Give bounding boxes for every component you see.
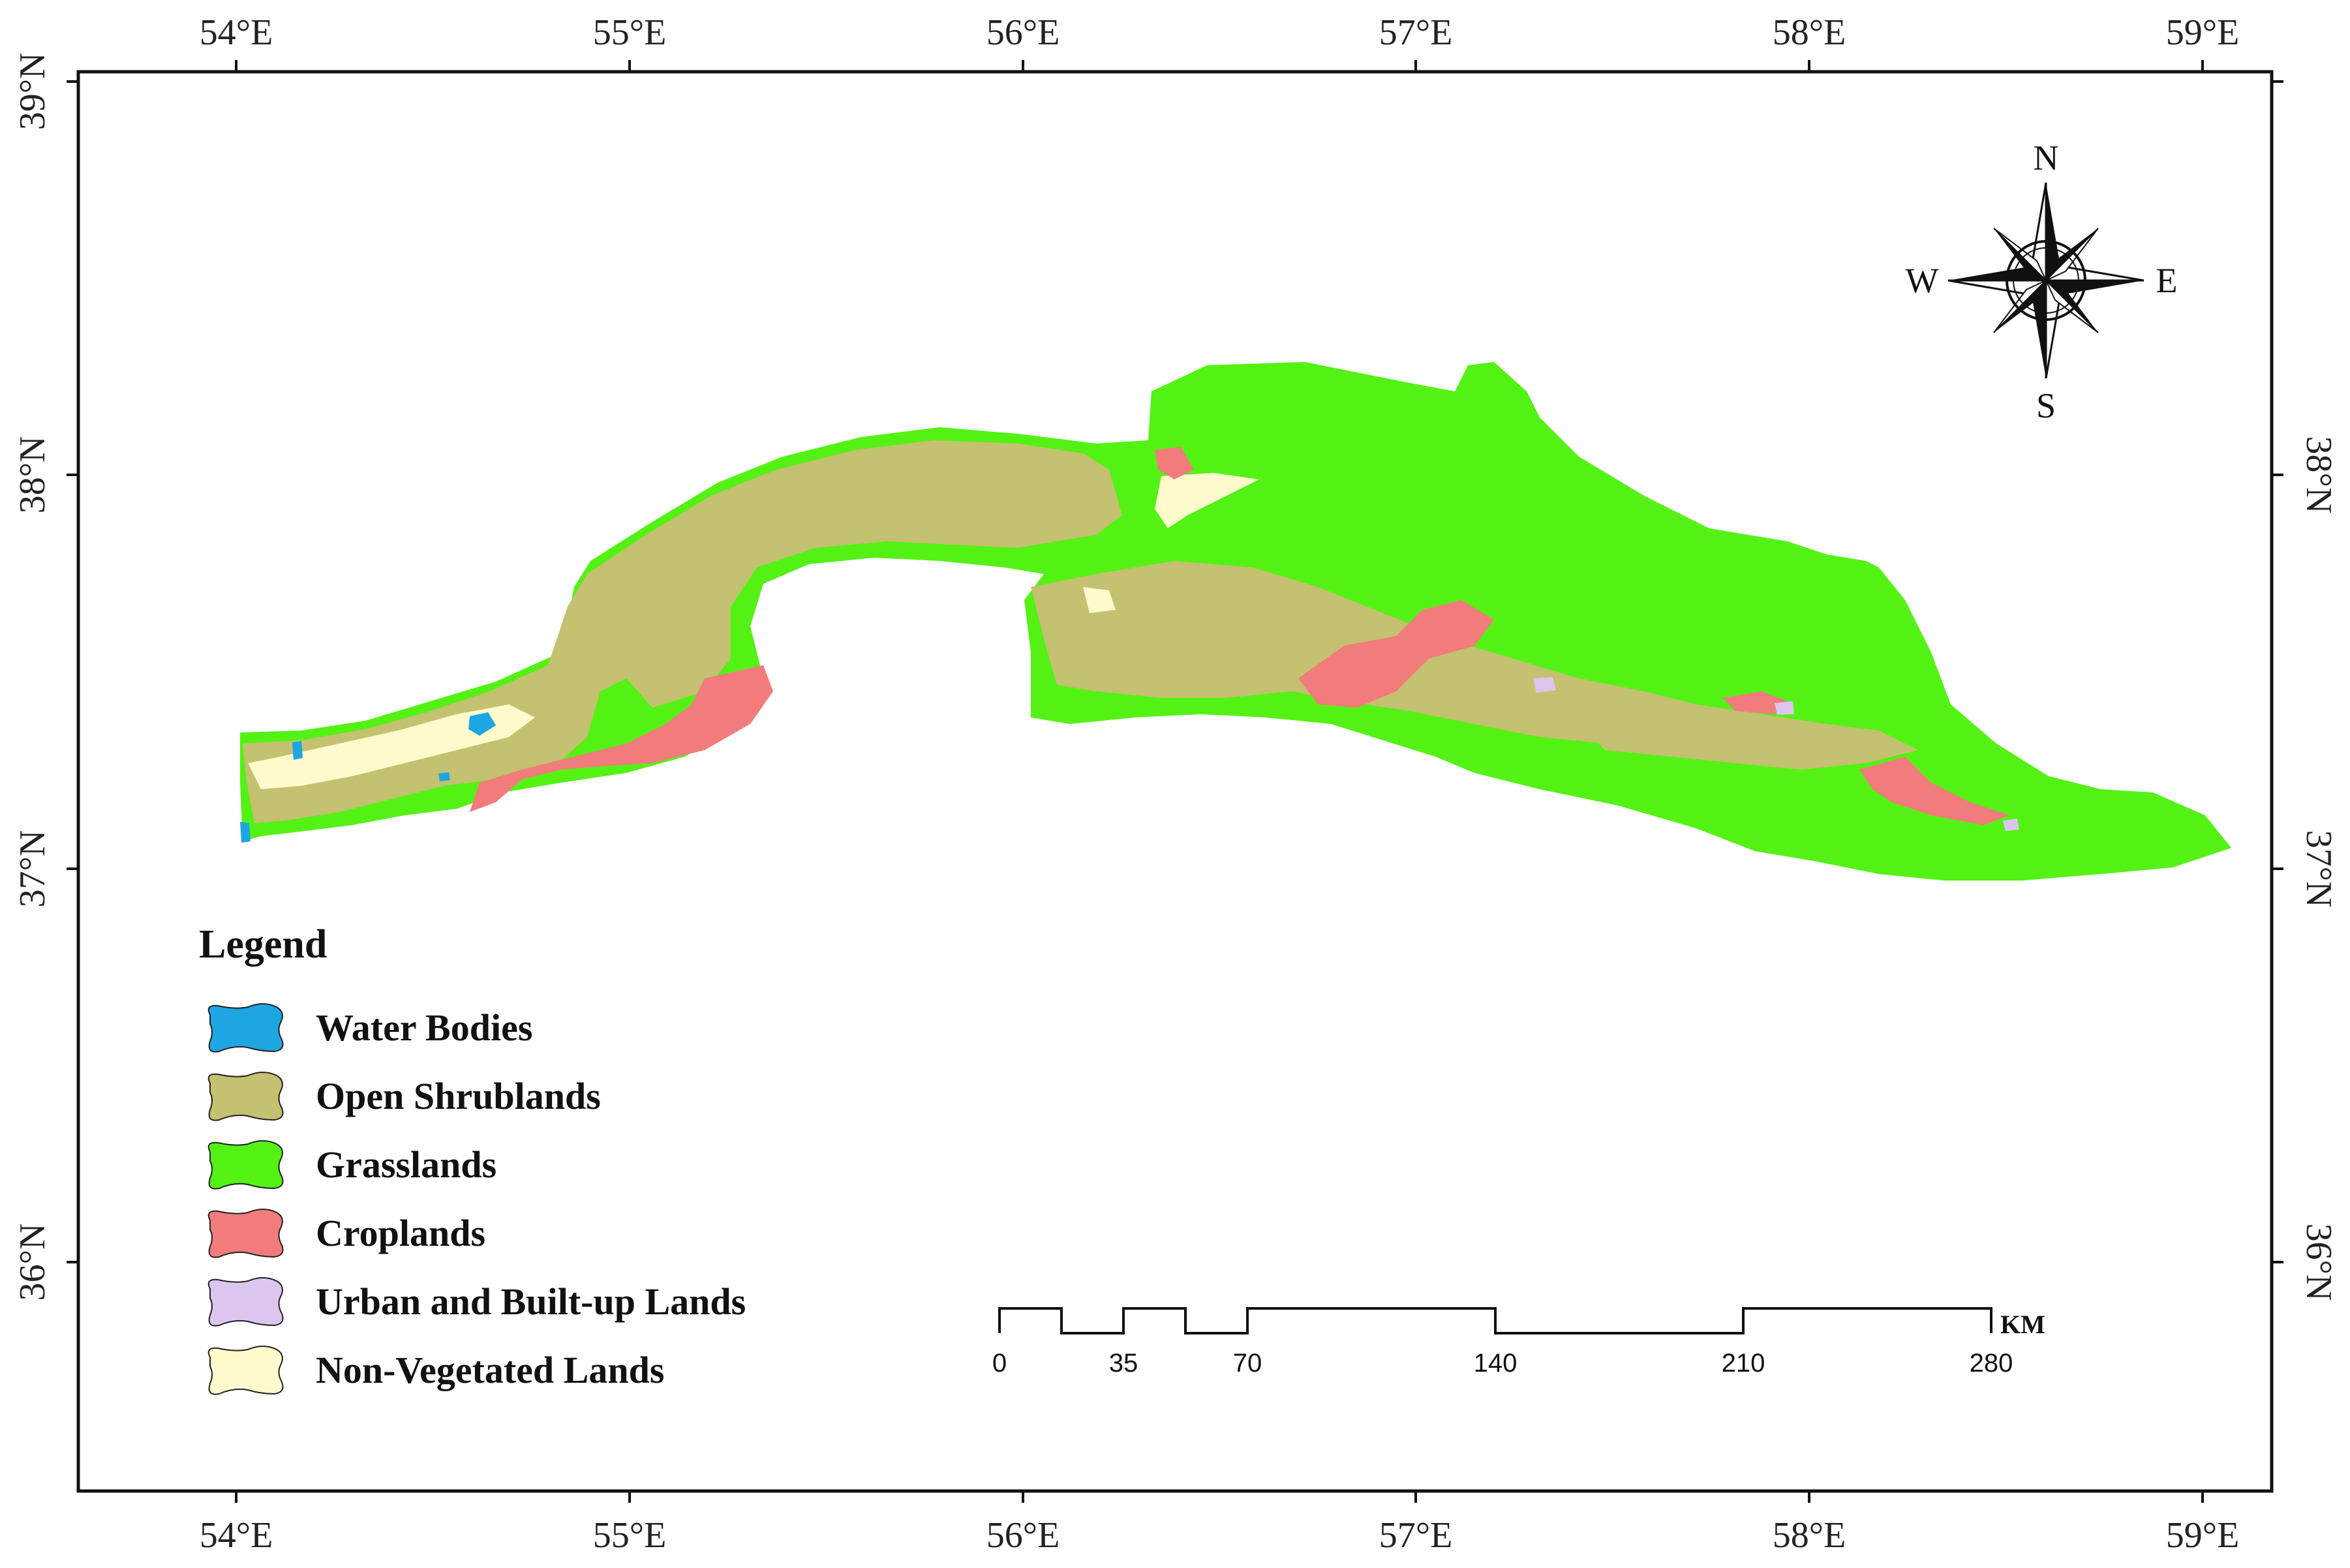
legend-swatch [207, 1140, 284, 1190]
lat-label-right: 37°N [2298, 830, 2339, 908]
scale-bar: 0 35 70 140 210 280 KM [992, 1307, 2045, 1378]
legend-swatch [207, 1209, 284, 1258]
top-longitude-labels: 54°E 55°E 56°E 57°E 58°E 59°E [200, 12, 2240, 53]
lon-label-bottom: 56°E [986, 1515, 1060, 1556]
legend-swatch [207, 1072, 284, 1121]
bottom-longitude-labels: 54°E 55°E 56°E 57°E 58°E 59°E [200, 1515, 2240, 1556]
legend-title: Legend [199, 922, 327, 967]
lat-label-left: 39°N [12, 53, 53, 130]
water-1 [240, 822, 251, 843]
lat-label-left: 38°N [12, 436, 53, 514]
croplands-central [1298, 600, 1494, 708]
nonveg-central [1083, 587, 1116, 613]
north-arrow: N S E W [1906, 138, 2178, 425]
legend-item-water-bodies: Water Bodies [207, 1003, 532, 1053]
lon-label-bottom: 59°E [2166, 1515, 2240, 1556]
legend-swatch [207, 1003, 284, 1053]
compass-e: E [2156, 261, 2178, 300]
compass-n: N [2034, 138, 2059, 177]
nonveg-north [1155, 473, 1259, 528]
lon-label-top: 56°E [986, 12, 1060, 53]
scale-unit: KM [2000, 1310, 2045, 1339]
legend-item-non-vegetated: Non-Vegetated Lands [207, 1346, 664, 1395]
right-latitude-labels: 38°N 37°N 36°N [2298, 436, 2339, 1301]
scale-tick-label: 35 [1109, 1349, 1138, 1378]
scale-tick-label: 280 [1970, 1349, 2013, 1378]
lat-label-left: 36°N [12, 1224, 53, 1301]
legend-label: Open Shrublands [316, 1075, 601, 1117]
lon-label-bottom: 57°E [1379, 1515, 1453, 1556]
lat-label-left: 37°N [12, 830, 53, 908]
urban-3 [2003, 819, 2019, 831]
compass-s: S [2036, 386, 2056, 425]
legend-item-urban: Urban and Built-up Lands [207, 1277, 746, 1327]
legend-swatch [207, 1277, 284, 1327]
graticule-ticks [67, 60, 2283, 1503]
lat-label-right: 36°N [2298, 1224, 2339, 1301]
croplands-north [1155, 447, 1194, 479]
legend-label: Croplands [316, 1212, 485, 1254]
legend: Legend Water Bodies Open Shrublands Gras… [199, 922, 746, 1395]
lon-label-top: 58°E [1773, 12, 1846, 53]
water-4 [438, 772, 450, 781]
lat-label-right: 38°N [2298, 436, 2339, 514]
scale-tick-label: 70 [1233, 1349, 1262, 1378]
nonveg-west [248, 704, 535, 789]
lon-label-top: 54°E [200, 12, 273, 53]
legend-item-croplands: Croplands [207, 1209, 485, 1258]
shrublands-east [1553, 691, 1918, 770]
legend-swatch [207, 1346, 284, 1395]
water-2 [468, 712, 496, 736]
legend-label: Water Bodies [316, 1006, 532, 1049]
lon-label-bottom: 58°E [1773, 1515, 1846, 1556]
legend-label: Grasslands [316, 1143, 496, 1186]
scale-tick-label: 140 [1474, 1349, 1518, 1378]
lon-label-top: 55°E [593, 12, 667, 53]
croplands-west [470, 665, 773, 812]
legend-item-open-shrublands: Open Shrublands [207, 1072, 601, 1121]
croplands-southeast [1859, 757, 2009, 825]
legend-item-grasslands: Grasslands [207, 1140, 496, 1190]
lon-label-bottom: 55°E [593, 1515, 667, 1556]
water-3 [292, 741, 303, 760]
legend-label: Non-Vegetated Lands [316, 1349, 664, 1391]
lon-label-top: 59°E [2166, 12, 2240, 53]
lon-label-top: 57°E [1379, 12, 1453, 53]
scale-tick-label: 210 [1722, 1349, 1765, 1378]
legend-label: Urban and Built-up Lands [316, 1280, 746, 1323]
land-cover-map [240, 362, 2231, 881]
urban-2 [1775, 701, 1794, 715]
left-latitude-labels: 39°N 38°N 37°N 36°N [12, 53, 53, 1301]
scale-tick-label: 0 [992, 1349, 1007, 1378]
urban-1 [1533, 677, 1556, 693]
compass-w: W [1906, 261, 1939, 300]
croplands-east [1722, 691, 1788, 714]
lon-label-bottom: 54°E [200, 1515, 273, 1556]
